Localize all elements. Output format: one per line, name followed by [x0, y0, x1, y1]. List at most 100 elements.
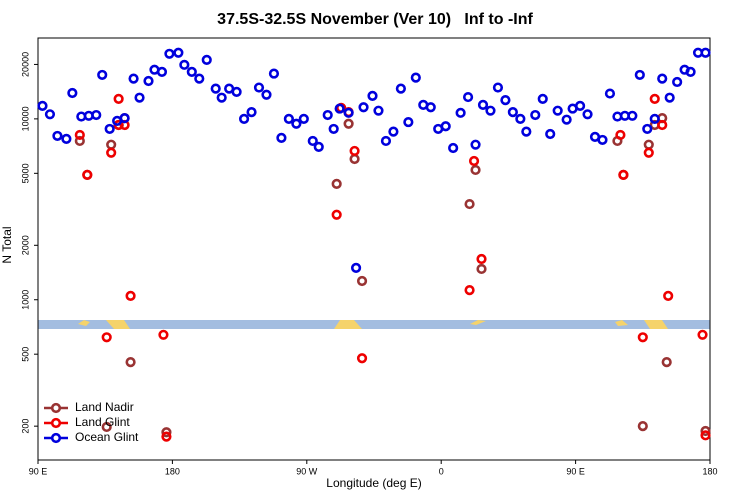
x-tick-label: 0	[439, 466, 444, 476]
point	[637, 332, 648, 343]
point	[356, 275, 368, 287]
point	[331, 209, 342, 220]
point	[697, 329, 708, 340]
point	[615, 129, 626, 141]
point	[700, 430, 711, 441]
point	[500, 95, 511, 106]
point	[179, 59, 190, 70]
point	[388, 126, 399, 137]
x-tick-label: 90 E	[29, 466, 48, 476]
y-tick-label: 20000	[20, 52, 30, 77]
x-tick-label: 90 E	[566, 466, 585, 476]
point	[425, 102, 436, 113]
point	[470, 164, 481, 176]
point	[637, 421, 648, 432]
point	[545, 128, 556, 140]
point	[74, 135, 85, 147]
point	[657, 119, 668, 131]
map-strip	[38, 320, 710, 329]
y-tick-label: 5000	[20, 163, 30, 183]
point	[515, 113, 526, 124]
point	[634, 69, 645, 81]
point	[700, 47, 711, 58]
point	[455, 107, 466, 118]
point	[507, 107, 518, 118]
point	[125, 357, 136, 368]
point	[643, 147, 654, 158]
point	[231, 86, 242, 97]
point	[61, 133, 72, 144]
plot-frame	[37, 37, 711, 461]
point	[82, 169, 93, 181]
point	[485, 105, 496, 116]
point	[410, 72, 421, 83]
x-axis-label: Longitude (deg E)	[326, 476, 421, 490]
point	[700, 425, 711, 437]
point	[476, 263, 487, 275]
point	[313, 141, 324, 152]
point	[143, 75, 154, 87]
point	[367, 90, 378, 101]
legend-marker	[50, 432, 62, 444]
point	[125, 290, 136, 302]
point	[164, 48, 175, 59]
point	[448, 142, 459, 154]
point	[574, 100, 586, 111]
point	[618, 169, 629, 181]
point	[358, 102, 369, 113]
point	[158, 329, 169, 340]
point	[253, 82, 265, 93]
legend-marker	[50, 417, 62, 429]
point	[477, 99, 489, 110]
x-tick-label: 180	[165, 466, 180, 476]
point	[216, 92, 227, 103]
point	[464, 198, 475, 210]
y-tick-label: 200	[20, 419, 30, 434]
point	[156, 66, 168, 77]
point	[349, 153, 360, 165]
chart-title: 37.5S-32.5S November (Ver 10) Inf to -In…	[217, 11, 533, 28]
y-axis-label: N Total	[0, 226, 14, 263]
point	[642, 123, 653, 135]
point	[649, 93, 660, 104]
point	[161, 427, 172, 438]
point	[291, 118, 302, 129]
point	[561, 114, 572, 125]
point	[537, 93, 548, 104]
point	[597, 134, 608, 146]
x-tick-label: 90 W	[296, 466, 318, 476]
point	[649, 113, 660, 124]
point	[74, 129, 85, 141]
point	[119, 112, 130, 124]
point	[283, 113, 294, 124]
point	[161, 431, 172, 442]
point	[663, 290, 674, 302]
point	[201, 54, 212, 65]
point	[97, 69, 108, 81]
point	[470, 139, 481, 150]
point	[685, 66, 696, 77]
point	[462, 91, 474, 103]
point	[380, 135, 392, 147]
point	[356, 353, 368, 364]
point	[238, 113, 250, 124]
legend-label: Land Glint	[75, 415, 130, 429]
point	[101, 332, 112, 343]
point	[464, 285, 475, 296]
point	[604, 88, 616, 99]
point	[276, 132, 287, 143]
point	[521, 126, 532, 137]
point	[373, 105, 384, 116]
point	[492, 82, 504, 93]
y-tick-label: 10000	[20, 106, 30, 131]
point	[128, 73, 139, 84]
legend-label: Land Nadir	[75, 400, 134, 414]
point	[44, 109, 56, 120]
point	[476, 253, 487, 265]
point	[349, 145, 360, 157]
y-tick-label: 1000	[20, 290, 30, 310]
x-tick-label: 180	[702, 466, 717, 476]
legend-label: Ocean Glint	[75, 430, 139, 444]
point	[210, 83, 221, 94]
